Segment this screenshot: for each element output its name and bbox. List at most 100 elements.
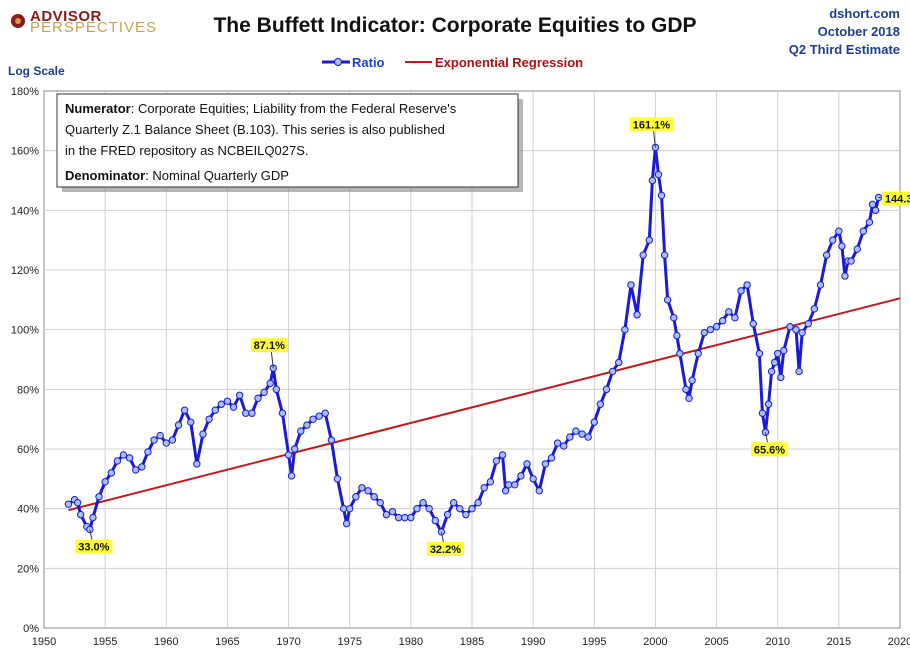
ratio-point xyxy=(370,493,378,501)
ratio-point xyxy=(737,287,745,295)
annotation-leader xyxy=(440,531,444,543)
ratio-point xyxy=(627,281,635,289)
ratio-point xyxy=(235,391,244,399)
ratio-point xyxy=(272,385,281,394)
ratio-point xyxy=(388,507,397,516)
ratio-point xyxy=(303,421,311,429)
ratio-point xyxy=(205,415,213,423)
ratio-point xyxy=(248,409,256,417)
ratio-point xyxy=(560,442,568,450)
ratio-point xyxy=(792,325,800,334)
legend: Ratio Exponential Regression xyxy=(322,55,583,70)
annotations: 33.0% 87.1% 32.2% 161.1% 65.6% 144.3% xyxy=(75,117,910,556)
y-tick-label: 20% xyxy=(17,563,39,575)
ratio-point xyxy=(706,325,715,334)
ratio-point xyxy=(639,251,647,259)
ratio-point xyxy=(786,322,794,331)
ratio-point xyxy=(443,510,452,519)
ratio-point xyxy=(107,469,115,477)
ratio-point xyxy=(770,358,779,367)
ratio-point xyxy=(829,236,837,244)
y-tick-label: 60% xyxy=(17,444,39,456)
x-tick-label: 1970 xyxy=(276,636,300,648)
x-tick-label: 2000 xyxy=(643,636,667,648)
y-tick-label: 0% xyxy=(23,623,39,635)
ratio-point xyxy=(657,191,666,200)
x-tick-label: 2015 xyxy=(827,636,851,648)
ratio-point xyxy=(645,236,654,244)
ratio-point xyxy=(333,475,342,483)
ratio-point xyxy=(731,314,739,322)
ratio-point xyxy=(364,487,372,495)
legend-ratio-label: Ratio xyxy=(352,55,385,70)
ratio-point xyxy=(486,478,495,486)
y-tick-labels: 0% 20% 40% 60% 80% 100% 120% 140% 160% 180% xyxy=(11,86,39,635)
ratio-point xyxy=(660,251,669,259)
ratio-point xyxy=(694,349,702,358)
ratio-point xyxy=(847,257,855,265)
ratio-point xyxy=(73,499,82,507)
ratio-point xyxy=(315,412,323,420)
ratio-point xyxy=(125,454,134,462)
ratio-point xyxy=(229,403,238,411)
ratio-point xyxy=(342,519,351,528)
ratio-point xyxy=(764,400,773,408)
ratio-point xyxy=(150,436,158,444)
ratio-point xyxy=(480,484,488,492)
source-line2: October 2018 xyxy=(818,24,900,39)
ratio-point xyxy=(492,457,501,465)
annotation-bg xyxy=(629,117,674,132)
legend-ratio-marker xyxy=(334,58,342,66)
annotation-bg xyxy=(881,191,910,206)
ratio-point xyxy=(535,487,543,495)
x-tick-label: 1995 xyxy=(582,636,606,648)
notes-line4: Denominator: Nominal Quarterly GDP xyxy=(65,168,289,183)
x-tick-label: 1950 xyxy=(32,636,56,648)
ratio-point xyxy=(868,200,877,209)
annotation-bg xyxy=(750,442,788,457)
ratio-point xyxy=(529,475,537,483)
ratio-point xyxy=(685,394,693,402)
ratio-point xyxy=(835,227,843,235)
ratio-point xyxy=(511,481,519,489)
ratio-point xyxy=(633,311,641,319)
ratio-point xyxy=(673,331,681,340)
annotation-label: 161.1% xyxy=(633,119,671,131)
x-tick-label: 1975 xyxy=(337,636,361,648)
annotation-leader xyxy=(764,432,768,443)
annotation-bg xyxy=(75,539,113,554)
ratio-point xyxy=(101,478,109,486)
notes-line1: Numerator: Corporate Equities; Liability… xyxy=(65,101,457,116)
ratio-point xyxy=(572,427,580,435)
ratio-point xyxy=(156,431,164,440)
x-tick-label: 1985 xyxy=(460,636,484,648)
ratio-point xyxy=(501,487,510,495)
y-tick-label: 120% xyxy=(11,265,39,277)
ratio-point xyxy=(309,415,317,423)
ratio-point xyxy=(242,409,250,417)
ratio-point xyxy=(621,325,629,334)
ratio-point xyxy=(547,454,556,462)
y-axis-label: Log Scale xyxy=(8,64,65,78)
annotation-label: 32.2% xyxy=(430,544,461,556)
ratio-point xyxy=(456,504,464,513)
ratio-point xyxy=(199,430,207,438)
annotation-label: 33.0% xyxy=(78,542,109,554)
legend-regression-label: Exponential Regression xyxy=(435,55,583,70)
ratio-point xyxy=(654,170,663,179)
ratio-point xyxy=(187,418,195,426)
logo-line1: ADVISOR xyxy=(30,8,102,25)
ratio-point xyxy=(394,513,403,522)
y-tick-label: 100% xyxy=(11,325,39,337)
chart-title: The Buffett Indicator: Corporate Equitie… xyxy=(213,14,696,37)
ratio-point xyxy=(853,245,861,253)
logo-mark-inner-icon xyxy=(15,18,21,24)
ratio-point xyxy=(284,451,293,459)
annotation-leader xyxy=(89,529,93,540)
ratio-point xyxy=(382,510,391,519)
ratio-point xyxy=(718,317,727,325)
notes-line4-rest: : Nominal Quarterly GDP xyxy=(145,168,289,183)
y-tick-label: 40% xyxy=(17,504,39,516)
ratio-point xyxy=(590,418,598,426)
